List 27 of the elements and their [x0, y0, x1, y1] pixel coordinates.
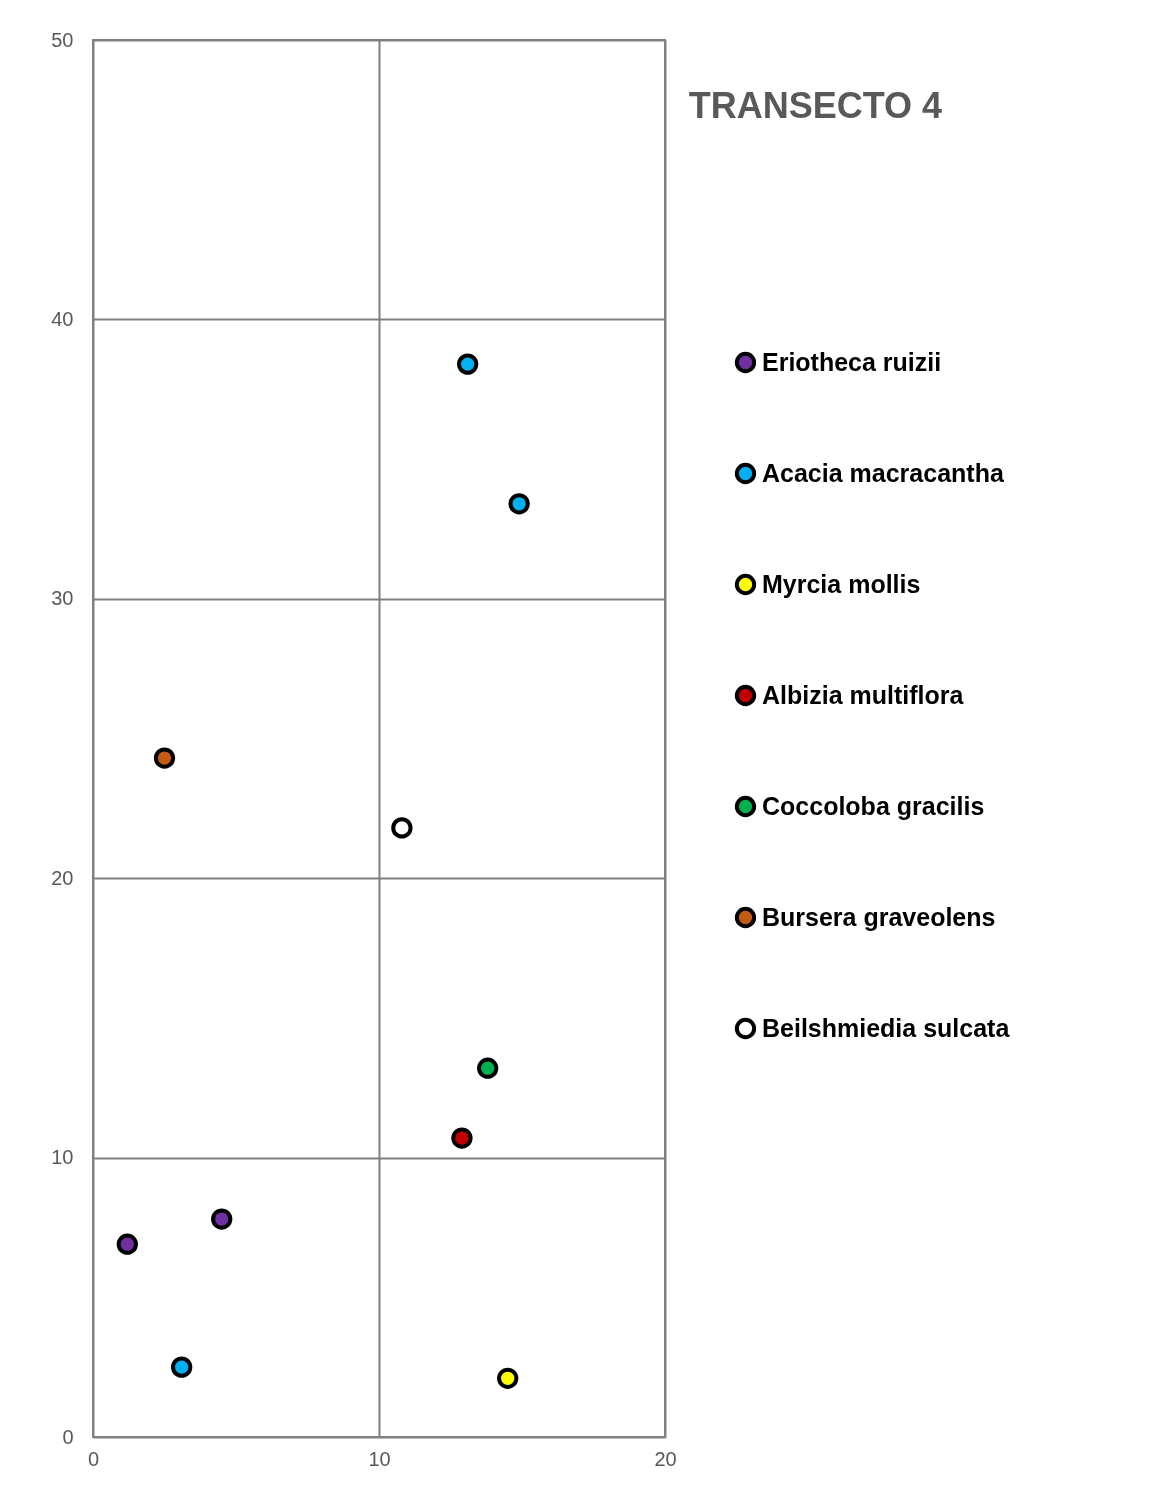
- y-tick-label: 0: [62, 1425, 74, 1448]
- point: [477, 1057, 499, 1079]
- point: [457, 353, 479, 375]
- point: [211, 1208, 233, 1230]
- y-tick-label: 10: [51, 1146, 74, 1169]
- legend-label: Beilshmiedia sulcata: [762, 1013, 1011, 1042]
- y-tick-label: 20: [51, 866, 74, 889]
- x-tick-label: 20: [654, 1447, 677, 1470]
- point: [451, 1127, 473, 1149]
- x-tick-label: 10: [368, 1447, 391, 1470]
- point: [116, 1233, 138, 1255]
- x-tick-label: 0: [87, 1447, 100, 1470]
- point: [171, 1356, 193, 1378]
- point: [497, 1367, 519, 1389]
- legend-label: Bursera graveolens: [762, 902, 996, 931]
- legend-label: Eriotheca ruizii: [762, 347, 942, 376]
- point: [153, 747, 176, 769]
- text: TRANSECTO 4: [688, 85, 943, 126]
- legend-label: Myrcia mollis: [762, 569, 921, 598]
- y-tick-label: 40: [51, 307, 74, 330]
- legend-label: Albizia multiflora: [762, 680, 965, 709]
- y-tick-label: 50: [51, 28, 74, 51]
- y-tick-label: 30: [51, 587, 74, 610]
- legend-label: Coccoloba gracilis: [762, 791, 985, 820]
- point: [508, 493, 530, 515]
- legend-label: Acacia macracantha: [762, 458, 1005, 487]
- point: [391, 817, 413, 839]
